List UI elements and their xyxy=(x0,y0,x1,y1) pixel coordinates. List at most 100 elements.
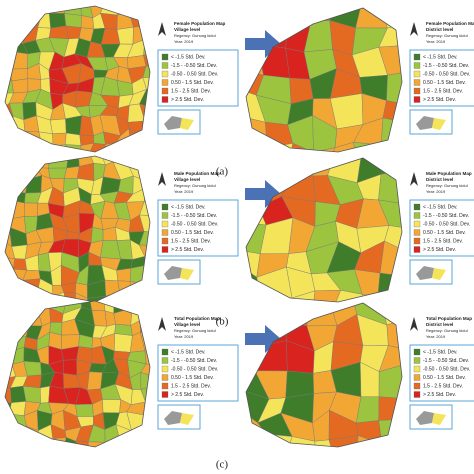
map-region xyxy=(64,13,82,28)
legend-regency: Regency: Gunung kidul xyxy=(426,183,468,188)
map-region xyxy=(11,6,29,19)
map-region xyxy=(40,385,51,404)
map-region xyxy=(23,301,43,310)
map-region xyxy=(381,117,402,148)
map-region xyxy=(246,203,267,226)
legend-label: -1.5 - -0.50 Std. Dev. xyxy=(423,63,469,69)
map-region xyxy=(378,362,402,400)
caption: (c) xyxy=(216,459,229,471)
legend-label: 0.50 - 1.5 Std. Dev. xyxy=(423,375,466,381)
legend-label: -0.50 - 0.50 Std. Dev. xyxy=(171,71,218,77)
map-region xyxy=(145,265,150,286)
map-region xyxy=(143,38,150,56)
legend-regency: Regency: Gunung kidul xyxy=(174,183,216,188)
map xyxy=(245,302,403,448)
map-region xyxy=(142,66,150,78)
inset-highlight xyxy=(432,413,446,425)
map-region xyxy=(5,322,17,336)
legend-level: District level xyxy=(426,27,453,32)
legend-label: < -1.5 Std. Dev. xyxy=(171,349,206,355)
map-region xyxy=(246,303,264,326)
legend-swatch xyxy=(413,229,421,236)
map-region xyxy=(255,142,294,152)
map-region xyxy=(114,333,133,353)
legend-swatch xyxy=(413,365,421,373)
north-arrow xyxy=(158,22,166,36)
map-region xyxy=(5,161,12,180)
legend-swatch xyxy=(413,220,421,228)
map-region xyxy=(314,439,338,447)
map-region xyxy=(310,8,335,22)
map-region xyxy=(141,412,150,430)
map-region xyxy=(5,142,12,152)
map xyxy=(4,300,151,448)
map-region xyxy=(141,133,150,148)
legend-swatch xyxy=(161,365,169,373)
map-region xyxy=(63,359,77,376)
map-region xyxy=(102,399,121,414)
map-region xyxy=(5,280,14,296)
map-region xyxy=(5,156,16,165)
legend-year: Year: 2019 xyxy=(426,39,446,44)
legend-regency: Regency: Gunung kidul xyxy=(426,33,468,38)
map-region xyxy=(130,142,147,152)
map-region xyxy=(10,179,29,194)
map-region xyxy=(307,147,336,152)
legend-box xyxy=(409,344,474,402)
map-region xyxy=(142,77,150,95)
map-outline xyxy=(245,7,403,153)
map-region xyxy=(377,272,402,300)
legend-label: -1.5 - -0.50 Std. Dev. xyxy=(171,63,217,69)
map-region xyxy=(48,156,70,169)
legend-title: Male Population Map xyxy=(174,171,220,176)
legend-title: Total Population Map xyxy=(174,316,220,321)
north-arrow-icon xyxy=(410,22,418,36)
map-region xyxy=(139,284,150,298)
map-region xyxy=(381,144,402,152)
legend-label: < -1.5 Std. Dev. xyxy=(423,54,458,60)
map xyxy=(4,155,151,303)
map-region xyxy=(286,8,312,29)
legend-swatch xyxy=(161,246,169,253)
map-region xyxy=(5,292,14,302)
map-region xyxy=(104,142,120,152)
map-region xyxy=(86,371,103,391)
map-region xyxy=(5,115,15,135)
north-arrow-icon xyxy=(158,317,166,331)
map-region xyxy=(5,39,16,53)
legend-label: 1.5 - 2.5 Std. Dev. xyxy=(171,88,211,94)
north-arrow-icon xyxy=(158,172,166,186)
legend-label: 0.50 - 1.5 Std. Dev. xyxy=(423,230,466,236)
map-region xyxy=(5,424,14,443)
map-region xyxy=(12,442,28,447)
map-region xyxy=(116,268,132,282)
map-region xyxy=(378,45,402,76)
caption: (b) xyxy=(216,316,229,328)
map-region xyxy=(140,319,150,335)
map-region xyxy=(246,433,267,447)
map-region xyxy=(146,178,150,191)
map-region xyxy=(129,6,147,13)
map-region xyxy=(64,6,82,16)
map-region xyxy=(37,146,54,152)
legend-swatch xyxy=(161,229,169,236)
legend-label: < -1.5 Std. Dev. xyxy=(171,204,206,210)
legend-level: District level xyxy=(426,177,453,182)
inset-highlight xyxy=(432,118,446,130)
map-region xyxy=(49,13,67,29)
map-region xyxy=(12,200,25,219)
map-region xyxy=(5,175,12,195)
map-region xyxy=(378,396,402,421)
legend-label: 0.50 - 1.5 Std. Dev. xyxy=(171,375,214,381)
map-region xyxy=(8,401,27,416)
map-region xyxy=(116,26,134,45)
map-outline xyxy=(4,155,151,303)
legend-label: 1.5 - 2.5 Std. Dev. xyxy=(171,383,211,389)
legend-label: < -1.5 Std. Dev. xyxy=(423,204,458,210)
map-region xyxy=(11,426,28,443)
legend-swatch xyxy=(413,203,421,211)
map-region xyxy=(75,403,94,417)
map-cells xyxy=(246,303,402,447)
